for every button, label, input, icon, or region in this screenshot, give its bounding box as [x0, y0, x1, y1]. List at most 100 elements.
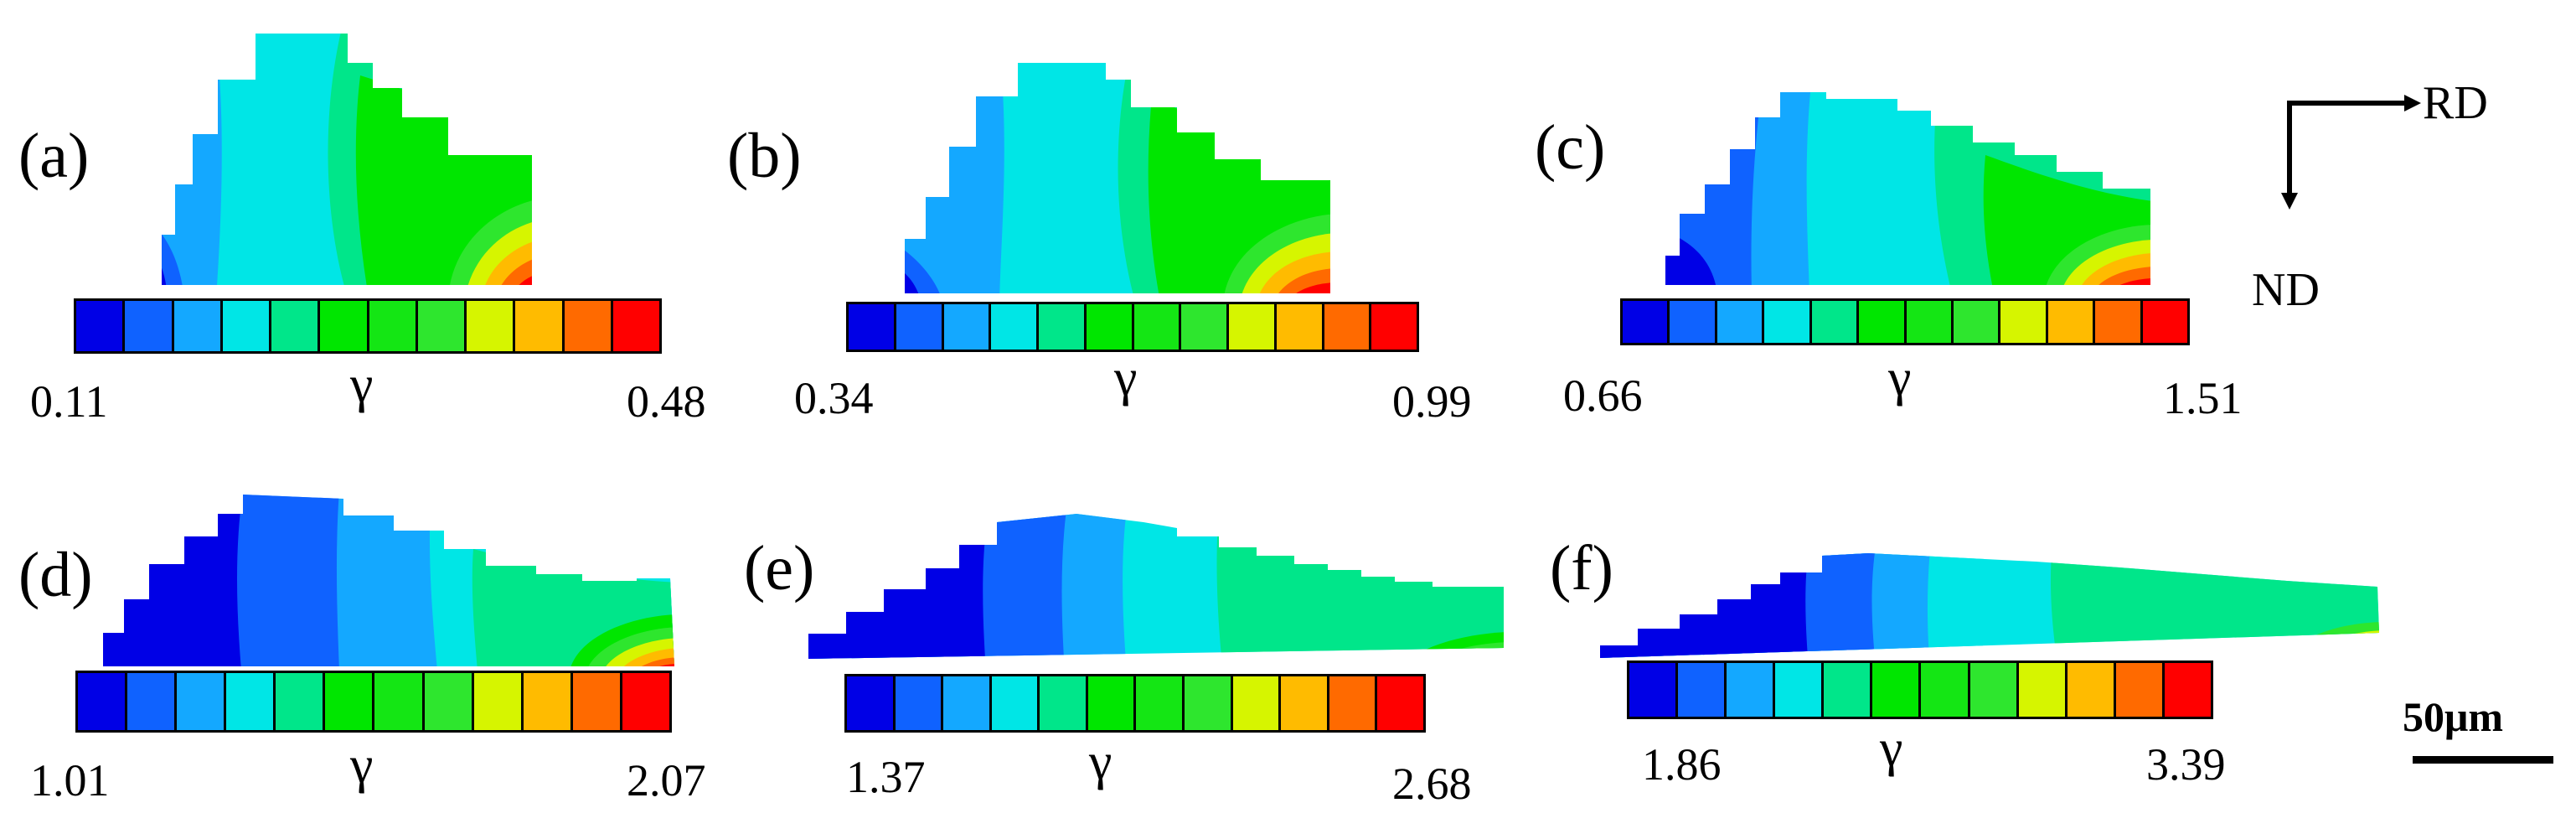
colorbar-cell [1872, 663, 1922, 717]
scale-bar [2413, 756, 2553, 764]
nd-label: ND [2252, 264, 2320, 316]
strain-contour-b [905, 63, 1330, 293]
colorbar-cell [76, 301, 126, 351]
colorbar-cell [125, 301, 174, 351]
colorbar-cell [991, 676, 1040, 730]
colorbar [75, 671, 672, 733]
colorbar-cell [1087, 676, 1137, 730]
colorbar-max: 0.99 [1392, 376, 1472, 427]
rd-label: RD [2423, 77, 2488, 129]
strain-contour-f [1600, 553, 2379, 658]
colorbar-cell [173, 301, 223, 351]
colorbar [846, 302, 1419, 352]
colorbar-cell [1906, 301, 1954, 343]
colorbar-min: 0.34 [794, 373, 874, 423]
panel-label: (e) [744, 533, 815, 603]
colorbar-cell [847, 676, 896, 730]
strain-contour-d [103, 495, 674, 666]
colorbar-cell [417, 301, 467, 351]
colorbar-cell [325, 673, 375, 730]
colorbar-cell [1969, 663, 2019, 717]
colorbar-cell [2000, 301, 2048, 343]
colorbar-min: 1.86 [1642, 739, 1722, 790]
colorbar-cell [473, 673, 524, 730]
colorbar-cell [2115, 663, 2165, 717]
colorbar-cell [1185, 676, 1233, 730]
colorbar-cell [271, 301, 321, 351]
colorbar-cell [1276, 304, 1324, 350]
nd-arrow-icon [2281, 193, 2298, 210]
colorbar-cell [1824, 663, 1873, 717]
colorbar-cell [1229, 304, 1277, 350]
colorbar-cell [1859, 301, 1907, 343]
colorbar-cell [515, 301, 565, 351]
colorbar-cell [1329, 676, 1378, 730]
colorbar-cell [320, 301, 369, 351]
colorbar-symbol: γ [1880, 720, 1903, 777]
colorbar-cell [1281, 676, 1329, 730]
panel-label: (a) [18, 121, 90, 191]
colorbar-cell [1133, 304, 1182, 350]
colorbar-cell [849, 304, 896, 350]
colorbar-cell [2095, 301, 2143, 343]
colorbar-cell [2018, 663, 2068, 717]
colorbar-cell [2067, 663, 2116, 717]
colorbar-cell [1371, 304, 1417, 350]
colorbar-cell [177, 673, 227, 730]
panel-label: (f) [1550, 533, 1613, 603]
colorbar-cell [1623, 301, 1670, 343]
colorbar-cell [1377, 676, 1423, 730]
colorbar-symbol: γ [350, 737, 374, 794]
colorbar-cell [1136, 676, 1185, 730]
colorbar-max: 2.68 [1392, 759, 1472, 809]
colorbar-symbol: γ [1089, 733, 1112, 790]
colorbar-cell [896, 304, 944, 350]
colorbar-min: 1.37 [846, 752, 926, 802]
rd-arrow-icon [2404, 95, 2421, 111]
colorbar-cell [1040, 676, 1088, 730]
colorbar-cell [622, 673, 669, 730]
colorbar-cell [2142, 301, 2188, 343]
colorbar-cell [1678, 663, 1727, 717]
colorbar-symbol: γ [1114, 350, 1138, 407]
panel-label: (b) [727, 121, 802, 191]
colorbar-cell [78, 673, 128, 730]
colorbar-cell [1181, 304, 1229, 350]
colorbar-cell [612, 301, 659, 351]
colorbar-max: 2.07 [627, 755, 706, 806]
colorbar-cell [127, 673, 178, 730]
colorbar-cell [1232, 676, 1282, 730]
colorbar-symbol: γ [350, 356, 374, 413]
colorbar-max: 0.48 [627, 376, 706, 427]
colorbar-cell [1953, 301, 2001, 343]
strain-contour-a [162, 34, 532, 285]
colorbar-cell [2047, 301, 2096, 343]
colorbar-max: 3.39 [2146, 739, 2226, 790]
colorbar-cell [369, 301, 418, 351]
colorbar-cell [2164, 663, 2211, 717]
colorbar-cell [374, 673, 425, 730]
colorbar [844, 674, 1426, 733]
colorbar [74, 298, 662, 354]
colorbar-max: 1.51 [2163, 373, 2243, 423]
scale-bar-label: 50μm [2403, 693, 2503, 740]
colorbar-cell [564, 301, 613, 351]
colorbar-cell [226, 673, 276, 730]
colorbar-cell [943, 304, 992, 350]
colorbar-cell [276, 673, 326, 730]
colorbar-cell [424, 673, 474, 730]
panel-label: (c) [1535, 112, 1606, 183]
colorbar-cell [222, 301, 271, 351]
strain-contour-e [808, 514, 1504, 659]
colorbar [1620, 298, 2190, 345]
panel-label: (d) [18, 540, 93, 610]
colorbar-cell [1811, 301, 1860, 343]
colorbar-cell [1716, 301, 1765, 343]
strain-contour-c [1665, 92, 2150, 285]
colorbar-cell [1629, 663, 1679, 717]
colorbar-cell [1324, 304, 1372, 350]
colorbar-cell [467, 301, 516, 351]
colorbar-cell [1039, 304, 1087, 350]
axes-indicator [2281, 95, 2421, 210]
colorbar [1627, 660, 2213, 719]
